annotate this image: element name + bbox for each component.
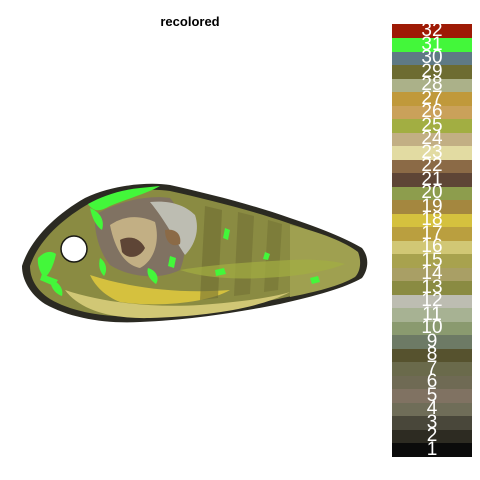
- legend-label-6: 6: [426, 371, 438, 393]
- legend-swatch-6: [392, 375, 472, 389]
- legend-label-11: 11: [422, 303, 442, 325]
- legend-swatch-2: [392, 429, 472, 443]
- legend-swatch-15: [392, 253, 472, 268]
- legend-swatch-9: [392, 334, 472, 349]
- legend-label-31: 31: [421, 33, 443, 55]
- legend-swatch-3: [392, 415, 472, 430]
- legend-label-18: 18: [421, 209, 443, 231]
- legend-swatch-26: [392, 105, 472, 119]
- legend-swatch-16: [392, 240, 472, 254]
- legend-label-30: 30: [421, 47, 443, 69]
- legend-swatch-19: [392, 199, 472, 214]
- legend-swatch-21: [392, 172, 472, 187]
- legend-swatch-4: [392, 402, 472, 416]
- legend-swatch-14: [392, 267, 472, 281]
- legend-swatch-29: [392, 64, 472, 79]
- legend-label-8: 8: [426, 344, 438, 366]
- legend-label-4: 4: [426, 398, 438, 420]
- legend-swatch-31: [392, 37, 472, 52]
- legend-swatch-18: [392, 213, 472, 227]
- legend-label-12: 12: [421, 290, 443, 312]
- legend-label-29: 29: [421, 60, 443, 82]
- legend-swatch-25: [392, 118, 472, 133]
- legend-swatch-1: [392, 442, 472, 457]
- legend-label-13: 13: [421, 276, 443, 298]
- legend-label-3: 3: [426, 411, 438, 433]
- legend-swatch-30: [392, 51, 472, 65]
- legend-label-22: 22: [421, 155, 443, 177]
- fish-eye: [60, 235, 88, 263]
- legend-label-24: 24: [421, 128, 443, 150]
- legend-label-7: 7: [426, 357, 438, 379]
- legend-swatch-20: [392, 186, 472, 200]
- legend-swatch-5: [392, 388, 472, 403]
- legend-label-20: 20: [421, 182, 443, 204]
- legend-swatch-10: [392, 321, 472, 335]
- legend-label-9: 9: [426, 330, 438, 352]
- color-legend: 1 2 3 4 5 6 7 8 9 10 11 12 13 14 15 16 17 18 19 20 21 22 23 24 2…: [392, 20, 472, 460]
- legend-label-25: 25: [421, 114, 443, 136]
- legend-label-23: 23: [421, 141, 443, 163]
- legend-swatch-13: [392, 280, 472, 295]
- legend-label-15: 15: [421, 249, 443, 271]
- plot-title: recolored: [160, 14, 220, 29]
- legend-swatch-12: [392, 294, 472, 308]
- legend-label-2: 2: [426, 425, 438, 447]
- legend-label-21: 21: [421, 168, 443, 190]
- legend-swatch-8: [392, 348, 472, 362]
- legend-label-14: 14: [421, 263, 443, 285]
- legend-swatch-27: [392, 91, 472, 106]
- legend-label-28: 28: [421, 74, 443, 96]
- legend-label-19: 19: [421, 195, 443, 217]
- recolored-fish-image: [10, 170, 380, 330]
- legend-label-32: 32: [421, 20, 443, 42]
- legend-swatch-17: [392, 226, 472, 241]
- legend-label-16: 16: [421, 236, 443, 258]
- legend-swatch-32: [392, 24, 472, 38]
- legend-swatch-28: [392, 78, 472, 92]
- legend-swatch-7: [392, 361, 472, 376]
- legend-label-17: 17: [421, 222, 443, 244]
- legend-swatch-24: [392, 132, 472, 146]
- legend-label-5: 5: [426, 384, 438, 406]
- legend-swatch-23: [392, 145, 472, 160]
- legend-label-27: 27: [421, 87, 443, 109]
- legend-swatch-22: [392, 159, 472, 173]
- legend-label-26: 26: [421, 101, 443, 123]
- legend-label-1: 1: [426, 438, 438, 460]
- legend-label-10: 10: [421, 317, 443, 339]
- legend-swatch-11: [392, 307, 472, 322]
